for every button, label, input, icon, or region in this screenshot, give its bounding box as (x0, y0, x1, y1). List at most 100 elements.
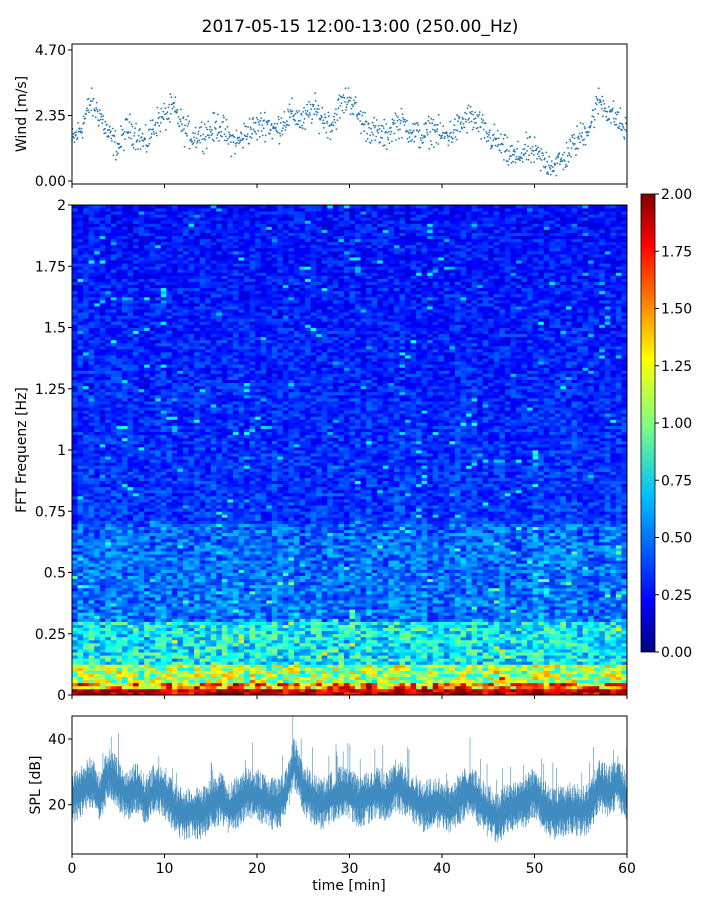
spectrogram-cell (527, 627, 534, 632)
spectrogram-cell (388, 655, 395, 659)
spectrogram-cell (199, 615, 206, 619)
spectrogram-cell (338, 682, 345, 687)
spectrogram-cell (260, 673, 267, 678)
spectrogram-cell (166, 624, 173, 629)
spectrogram-cell (377, 664, 384, 668)
wind-point (496, 129, 499, 132)
spectrogram-cell (355, 627, 361, 632)
spectrogram-cell (454, 679, 461, 684)
wind-point (561, 160, 564, 163)
spectrogram-cell (382, 685, 389, 690)
spectrogram-cell (88, 627, 95, 632)
spectrogram-cell (294, 612, 300, 616)
spectrogram-cell (260, 606, 267, 610)
spectrogram-cell (488, 587, 495, 592)
wind-point (343, 111, 345, 114)
spectrogram-cell (543, 642, 550, 647)
spectrogram-cell (216, 691, 223, 696)
spectrogram-cell (355, 658, 361, 662)
spectrogram-cell (521, 642, 528, 647)
spectrogram-cell (144, 664, 151, 668)
wind-point (309, 114, 311, 116)
wind-point (79, 130, 82, 133)
spectrogram-cell (582, 639, 589, 644)
spectrogram-cell (488, 615, 495, 619)
spectrogram-cell (438, 581, 445, 586)
spectrogram-cell (538, 578, 545, 583)
wind-point (372, 124, 375, 127)
wind-point (183, 145, 186, 148)
wind-point (429, 131, 432, 133)
spectrogram-cell (116, 606, 123, 610)
spectrogram-cell (577, 621, 583, 625)
spectrogram-cell (349, 609, 356, 613)
spectrogram-cell (449, 630, 456, 635)
spectrogram-cell (232, 609, 239, 613)
spectrogram-cell (349, 606, 356, 610)
spectrogram-cell (532, 685, 539, 690)
spectrogram-cell (543, 587, 550, 592)
wind-point (211, 138, 214, 141)
spectrogram-cell (205, 649, 212, 653)
spectrogram-cell (99, 593, 106, 598)
spectrogram-cell (271, 633, 278, 638)
spectrogram-cell (133, 612, 139, 616)
spectrogram-cell (443, 661, 450, 665)
spectrogram-cell (110, 664, 117, 668)
wind-point (528, 154, 530, 157)
spectrogram-cell (588, 667, 595, 671)
spectrogram-cell (249, 615, 256, 619)
spectrogram-cell (121, 606, 128, 610)
wind-point (382, 144, 385, 147)
spectrogram-cell (371, 682, 378, 687)
spectrogram-cell (138, 593, 145, 598)
spectrogram-cell (149, 618, 156, 622)
spectrogram-cell (416, 688, 423, 693)
spectrogram-cell (249, 655, 256, 659)
spectrogram-cell (199, 646, 206, 650)
spectrogram-cell (282, 624, 289, 629)
spectrogram-cell (144, 624, 151, 629)
spectrogram-cell (527, 685, 534, 690)
spectrogram-cell (538, 606, 545, 610)
spectrogram-cell (565, 621, 572, 625)
spectrogram-cell (493, 642, 500, 647)
spectrogram-cell (83, 581, 90, 586)
spectrogram-cell (482, 658, 489, 662)
spectrogram-cell (299, 664, 306, 668)
wind-point (287, 110, 290, 113)
spectrogram-cell (321, 609, 328, 613)
spectrogram-cell (388, 685, 395, 690)
spectrogram-cell (593, 670, 600, 674)
spectrogram-cell (194, 685, 201, 690)
spectrogram-cell (299, 621, 306, 625)
spectrogram-cell (565, 603, 572, 607)
spectrogram-cell (177, 676, 184, 681)
spectrogram-cell (471, 606, 478, 610)
spectrogram-cell (72, 627, 78, 632)
spectrogram-cell (288, 682, 295, 687)
spectrogram-cell (560, 676, 567, 681)
spectrogram-cell (105, 603, 112, 607)
spectrogram-cell (183, 636, 189, 641)
wind-point (188, 120, 191, 123)
spectrogram-cell (499, 670, 506, 674)
wind-point (108, 125, 111, 128)
spectrogram-cell (360, 636, 367, 641)
wind-point (256, 138, 259, 141)
spectrogram-cell (610, 630, 617, 635)
spectrogram-cell (538, 587, 545, 592)
spectrogram-cell (260, 600, 267, 604)
spectrogram-cell (221, 621, 228, 625)
spectrogram-cell (443, 624, 450, 629)
spectrogram-cell (454, 633, 461, 638)
spectrogram-cell (288, 664, 295, 668)
spectrogram-cell (177, 646, 184, 650)
spectrogram-cell (471, 633, 478, 638)
spectrogram-cell (321, 587, 328, 592)
spectrogram-cell (316, 621, 323, 625)
spectrogram-cell (410, 606, 417, 610)
spectrogram-cell (471, 649, 478, 653)
spectrogram-cell (177, 600, 184, 604)
spectrogram-cell (72, 624, 78, 629)
